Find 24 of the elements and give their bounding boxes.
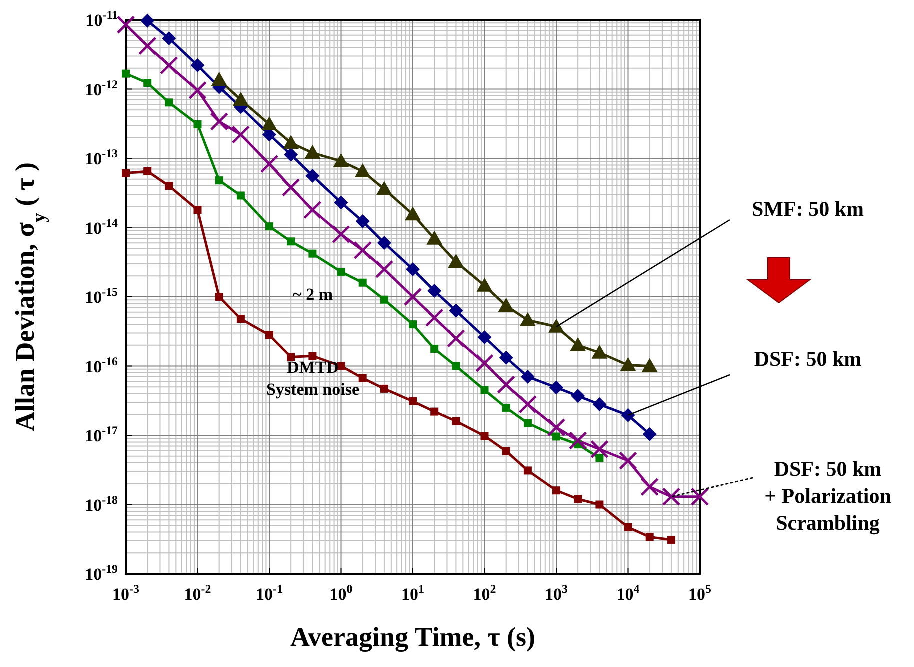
y-tick-label: 10$^{-19}$	[85, 562, 118, 584]
text: SMF: 50 km	[752, 197, 864, 221]
y-tick-label: 10$^{-16}$	[85, 354, 118, 376]
y-tick-label: 10$^{-15}$	[85, 285, 118, 307]
series-label: ~ 2 m	[292, 285, 334, 304]
y-tick-label: 10$^{-18}$	[85, 492, 118, 515]
x-tick-label: 10$^{2}$	[473, 582, 496, 604]
x-tick-label: 10$^{0}$	[330, 582, 353, 604]
x-tick-label: 10$^{-1}$	[256, 582, 284, 604]
x-tick-label: 10$^{4}$	[616, 582, 640, 604]
text: DSF: 50 km	[754, 347, 862, 371]
x-tick-label: 10$^{3}$	[545, 582, 568, 604]
y-tick-label: 10$^{-13}$	[85, 146, 118, 168]
y-tick-label: 10$^{-11}$	[86, 8, 118, 30]
text: DSF: 50 km + Polarization Scrambling	[764, 457, 892, 535]
x-tick-label: 10$^{-3}$	[112, 582, 140, 604]
x-axis-title: Averaging Time, τ (s)	[290, 622, 536, 652]
x-tick-label: 10$^{5}$	[688, 582, 712, 604]
y-tick-label: 10$^{-12}$	[85, 77, 118, 100]
y-tick-label: 10$^{-14}$	[85, 216, 118, 238]
y-tick-label: 10$^{-17}$	[85, 424, 118, 446]
x-tick-label: 10$^{1}$	[402, 582, 425, 604]
series-label: DMTD System noise	[266, 358, 360, 399]
x-tick-label: 10$^{-2}$	[184, 582, 212, 604]
